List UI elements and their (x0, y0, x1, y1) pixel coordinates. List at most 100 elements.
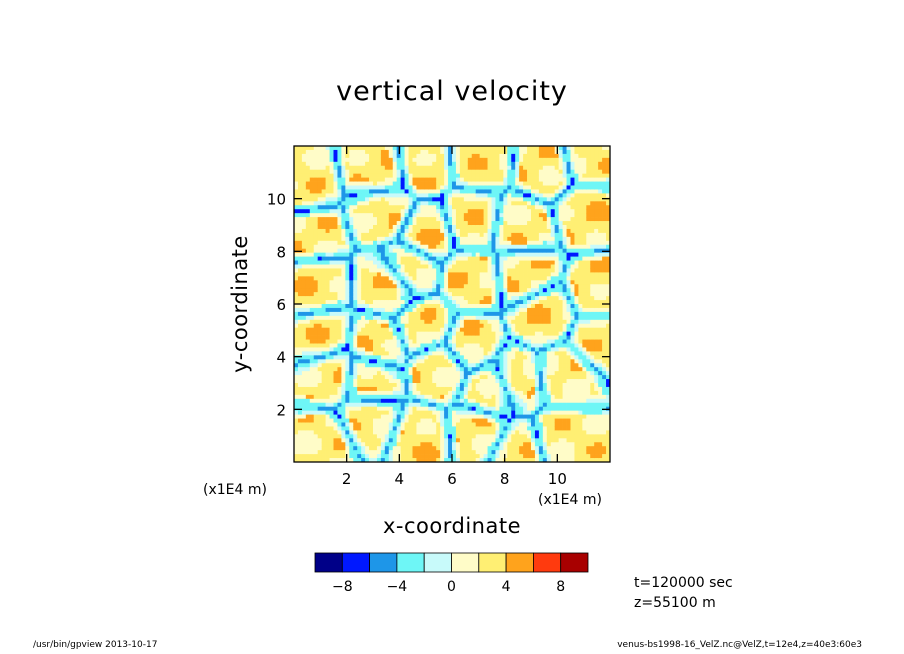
heatmap-cell (463, 307, 469, 313)
heatmap-cell (499, 339, 504, 344)
heatmap-cell (345, 359, 350, 364)
heatmap-cell (412, 323, 417, 329)
heatmap-cell (503, 410, 508, 415)
heatmap-cell (487, 426, 492, 431)
heatmap-cell (448, 375, 453, 380)
heatmap-cell (404, 339, 409, 344)
heatmap-cell (534, 402, 540, 408)
heatmap-cell (467, 181, 473, 186)
heatmap-cell (467, 213, 473, 218)
heatmap-cell (349, 268, 354, 273)
heatmap-cell (392, 197, 398, 202)
heatmap-cell (515, 422, 520, 427)
heatmap-cell (436, 288, 441, 293)
heatmap-cell (396, 296, 401, 301)
heatmap-cell (373, 236, 378, 242)
heatmap-cell (511, 379, 516, 384)
heatmap-cell (337, 339, 342, 344)
heatmap-cell (503, 177, 508, 182)
heatmap-cell (455, 442, 461, 447)
heatmap-cell (353, 260, 358, 265)
heatmap-cell (297, 252, 303, 257)
heatmap-cell (523, 371, 528, 376)
heatmap-cell (380, 169, 386, 174)
heatmap-cell (412, 438, 417, 443)
heatmap-cell (523, 454, 528, 459)
heatmap-cell (321, 292, 326, 297)
heatmap-cell (420, 165, 425, 171)
heatmap-cell (479, 402, 484, 408)
heatmap-cell (341, 343, 346, 348)
heatmap-cell (396, 288, 401, 293)
heatmap-cell (503, 264, 508, 269)
heatmap-cell (341, 331, 346, 336)
heatmap-cell (373, 161, 378, 167)
heatmap-cell (408, 288, 413, 293)
heatmap-cell (424, 363, 429, 368)
heatmap-cell (369, 240, 374, 246)
heatmap-cell (392, 311, 398, 317)
heatmap-cell (432, 209, 437, 214)
heatmap-cell (384, 225, 390, 230)
heatmap-cell (412, 335, 417, 340)
heatmap-cell (373, 189, 378, 194)
heatmap-cell (412, 347, 417, 352)
heatmap-cell (365, 157, 370, 163)
heatmap-cell (519, 232, 524, 238)
heatmap-cell (400, 228, 405, 234)
heatmap-cell (475, 165, 480, 171)
heatmap-cell (424, 232, 429, 238)
heatmap-cell (369, 383, 374, 388)
heatmap-cell (463, 146, 469, 151)
heatmap-cell (452, 442, 457, 447)
heatmap-cell (519, 264, 524, 269)
heatmap-cell (455, 398, 461, 404)
heatmap-cell (365, 189, 370, 194)
heatmap-cell (376, 347, 382, 352)
heatmap-cell (511, 323, 516, 329)
heatmap-cell (491, 402, 496, 408)
heatmap-cell (416, 272, 421, 277)
heatmap-cell (384, 280, 390, 285)
heatmap-cell (309, 438, 315, 443)
heatmap-cell (361, 189, 366, 194)
heatmap-cell (495, 296, 500, 301)
heatmap-cell (313, 315, 319, 321)
heatmap-cell (349, 209, 354, 214)
heatmap-cell (534, 410, 540, 415)
heatmap-cell (313, 422, 319, 427)
heatmap-cell (495, 390, 500, 396)
heatmap-cell (369, 359, 374, 364)
heatmap-cell (534, 454, 540, 459)
heatmap-cell (448, 288, 453, 293)
heatmap-cell (388, 410, 394, 415)
heatmap-cell (349, 201, 354, 206)
heatmap-cell (479, 454, 484, 459)
heatmap-cell (301, 193, 307, 198)
heatmap-cell (400, 311, 405, 317)
heatmap-cell (404, 450, 409, 455)
heatmap-cell (297, 169, 303, 174)
heatmap-cell (313, 205, 319, 210)
heatmap-cell (404, 446, 409, 451)
heatmap-cell (317, 217, 322, 222)
heatmap-cell (388, 390, 394, 396)
heatmap-cell (305, 169, 311, 174)
heatmap-cell (400, 379, 405, 384)
heatmap-cell (467, 153, 473, 159)
heatmap-cell (471, 185, 477, 190)
heatmap-cell (321, 300, 326, 305)
heatmap-cell (534, 225, 540, 230)
heatmap-cell (373, 434, 378, 439)
heatmap-cell (329, 276, 334, 281)
heatmap-cell (408, 315, 413, 321)
heatmap-cell (527, 248, 532, 253)
heatmap-cell (523, 367, 528, 372)
heatmap-cell (420, 315, 425, 321)
heatmap-cell (376, 311, 382, 317)
heatmap-cell (301, 165, 307, 171)
heatmap-cell (487, 343, 492, 348)
heatmap-cell (499, 292, 504, 297)
heatmap-cell (475, 149, 480, 155)
heatmap-cell (436, 383, 441, 388)
